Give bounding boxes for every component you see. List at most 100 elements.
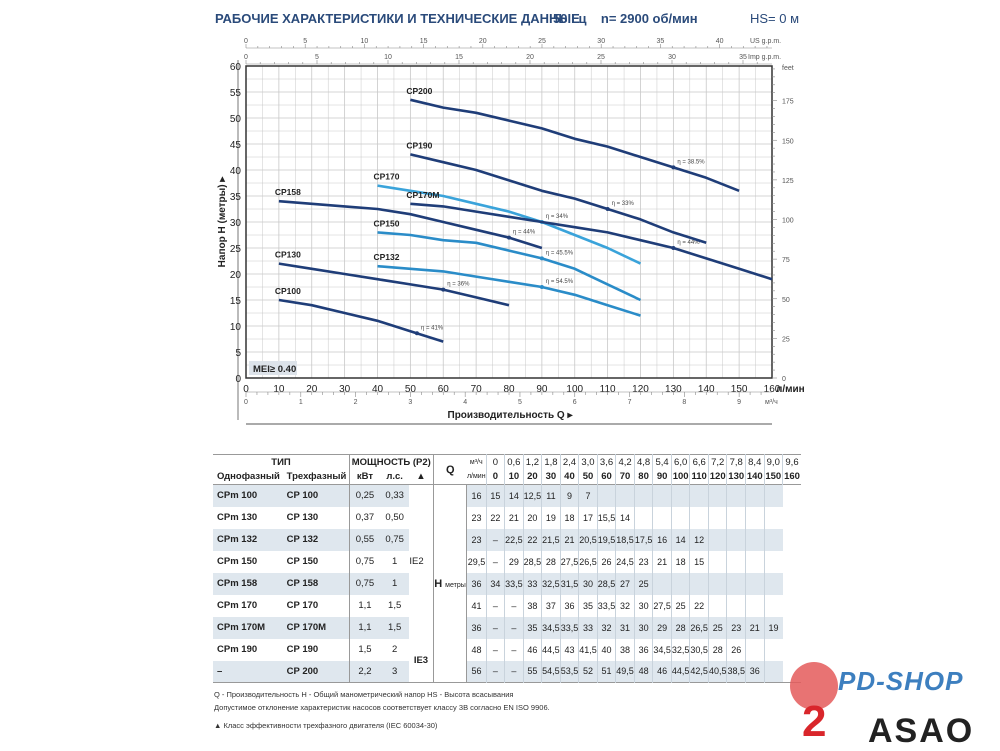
head-value: 15 (485, 484, 505, 507)
head-value: 22 (522, 528, 542, 551)
model-three-phase: CP 130 (286, 512, 319, 523)
head-value: 36 (633, 638, 653, 661)
power-hp: 0,50 (385, 512, 404, 523)
head-value: 28,5 (522, 550, 542, 573)
power-kw: 1,1 (349, 594, 380, 617)
power-hp: 2 (392, 644, 398, 655)
head-value: 33,5 (596, 594, 616, 617)
head-value: 42,5 (689, 660, 709, 683)
head-value: 40 (596, 638, 616, 661)
header-efficiency-class: ▲ (416, 471, 426, 483)
y-tick-label: 10 (230, 322, 242, 333)
y-tick-label: 35 (230, 192, 242, 203)
head-value (707, 550, 727, 573)
header-m3h: 8,4 (745, 454, 764, 470)
head-value (726, 550, 746, 573)
plot-frame (245, 65, 773, 379)
head-value (745, 484, 764, 507)
feet-label: feet (782, 65, 794, 72)
head-value: – (504, 660, 524, 683)
header-m3h: 5,4 (652, 454, 672, 470)
feet-tick-label: 150 (782, 138, 794, 145)
power-hp: 1 (379, 572, 410, 595)
h-label: H (434, 577, 443, 590)
header-m3h: 7,2 (707, 454, 727, 470)
model-three-phase: CP 150 (286, 556, 319, 567)
head-value: 36 (559, 594, 579, 617)
head-value: 20 (522, 506, 542, 529)
x-tick-label: 100 (566, 384, 583, 395)
head-value: 19 (763, 616, 783, 639)
head-value: 33,5 (504, 572, 524, 595)
x-tick-label: 60 (438, 384, 450, 395)
head-value: 38,5 (726, 660, 746, 683)
mei-badge (249, 361, 297, 375)
m3h-tick-label: 7 (628, 399, 632, 406)
asao-logo: ASAO (868, 712, 975, 750)
head-value: 18 (670, 550, 690, 573)
header-m3h: 1,2 (522, 454, 542, 470)
head-value: 53,5 (559, 660, 579, 683)
head-value (726, 484, 746, 507)
head-value: 14 (670, 528, 690, 551)
model-three-phase: CP 158 (282, 572, 350, 595)
note-legend: Q - Производительность H - Общий маномет… (214, 690, 514, 699)
head-value: 25 (633, 572, 653, 595)
power-hp: 1 (392, 556, 398, 567)
head-value (763, 484, 783, 507)
header-m3h: 3,6 (596, 454, 616, 470)
feet-tick-label: 25 (782, 336, 790, 343)
header-lmin: 120 (707, 469, 727, 485)
head-value: 43 (559, 638, 579, 661)
power-kw: 0,75 (349, 572, 380, 595)
impgpm-tick-label: 35 (739, 54, 747, 61)
head-value: 21,5 (541, 528, 561, 551)
model-single-phase: CPm 170M (213, 616, 283, 639)
head-value: 16 (466, 484, 487, 507)
y-tick-label: 0 (235, 374, 241, 385)
impgpm-tick-label: 0 (244, 54, 248, 61)
head-value: 20,5 (578, 528, 598, 551)
efficiency-label: η = 36% (447, 282, 470, 288)
head-value (763, 638, 783, 661)
head-value: 21 (745, 616, 764, 639)
x-tick-label: 50 (405, 384, 417, 395)
x-tick-label: 130 (665, 384, 682, 395)
head-value: 25 (670, 594, 690, 617)
curve-cp200 (410, 98, 740, 193)
power-kw: 1,1 (349, 616, 380, 639)
header-lmin: 40 (559, 469, 579, 485)
head-value (689, 484, 709, 507)
header-lmin: 0 (485, 469, 505, 485)
head-value (745, 506, 764, 529)
power-kw: 0,25 (349, 484, 380, 507)
feet-tick-label: 175 (782, 99, 794, 106)
head-value: 27,5 (652, 594, 672, 617)
head-value: 29 (504, 550, 524, 573)
header-m3h: 3,0 (578, 454, 598, 470)
x-tick-label: 160 (764, 384, 781, 395)
impgpm-tick-label: 20 (526, 54, 534, 61)
head-value: – (504, 638, 524, 661)
head-value: 28,5 (596, 572, 616, 595)
head-value (633, 484, 653, 507)
head-value: 46 (522, 638, 542, 661)
head-value: 15 (689, 550, 709, 573)
curve-label: CP170 (374, 172, 400, 182)
head-value (707, 484, 727, 507)
head-value: 22,5 (504, 528, 524, 551)
head-value (689, 506, 709, 529)
efficiency-label: η = 54.5% (546, 279, 574, 285)
y-tick-label: 55 (230, 88, 242, 99)
header-m3h: 7,8 (726, 454, 746, 470)
curve-cp170 (377, 184, 642, 265)
head-value (596, 484, 616, 507)
head-value: 16 (652, 528, 672, 551)
head-value: 11 (541, 484, 561, 507)
header-lmin: 50 (578, 469, 598, 485)
head-value: 35 (578, 594, 598, 617)
y-tick-label: 20 (230, 270, 242, 281)
head-value (745, 638, 764, 661)
